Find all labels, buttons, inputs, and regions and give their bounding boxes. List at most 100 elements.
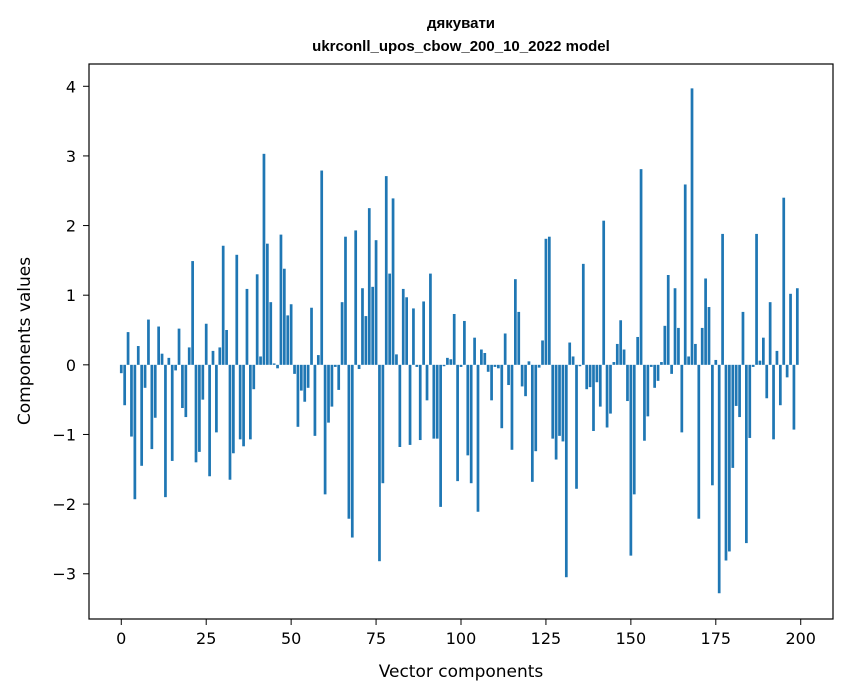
bar-34 <box>235 254 239 365</box>
plot-frame <box>88 63 834 620</box>
bar-83 <box>401 288 405 365</box>
bar-158 <box>656 364 660 381</box>
bar-6 <box>140 364 144 466</box>
bar-66 <box>344 236 347 365</box>
bar-86 <box>412 308 415 365</box>
bar-100 <box>459 364 463 367</box>
bar-3 <box>130 364 133 437</box>
y-tick-label: −2 <box>52 495 76 514</box>
bar-146 <box>615 343 619 365</box>
bar-143 <box>605 364 609 428</box>
bar-104 <box>473 337 476 365</box>
bar-13 <box>164 364 167 498</box>
bar-115 <box>510 364 514 450</box>
x-tick-label: 50 <box>281 629 301 648</box>
bar-166 <box>683 184 687 365</box>
bar-108 <box>486 364 490 372</box>
bar-168 <box>690 88 694 365</box>
bar-51 <box>293 364 296 374</box>
bar-15 <box>170 364 174 461</box>
y-tick-label: 4 <box>66 77 76 96</box>
bar-31 <box>225 330 228 365</box>
bar-120 <box>527 361 531 365</box>
bar-128 <box>554 364 558 460</box>
bar-125 <box>544 238 548 365</box>
bar-74 <box>371 286 375 365</box>
bar-182 <box>738 364 741 418</box>
bar-80 <box>391 198 395 365</box>
bar-157 <box>653 364 656 388</box>
bar-195 <box>782 197 786 365</box>
x-axis-label: Vector components <box>379 662 544 682</box>
bar-106 <box>480 349 483 365</box>
bar-99 <box>456 364 459 482</box>
bar-151 <box>632 364 636 495</box>
bar-126 <box>547 236 551 365</box>
bar-122 <box>534 364 538 452</box>
bar-137 <box>585 364 589 390</box>
bar-84 <box>405 297 408 365</box>
y-tick-label: 1 <box>66 286 76 305</box>
bar-97 <box>449 359 453 365</box>
bar-140 <box>595 364 599 383</box>
bar-44 <box>269 302 273 365</box>
bar-111 <box>497 364 500 369</box>
y-axis-label: Components values <box>15 257 35 425</box>
bar-121 <box>530 364 534 482</box>
bar-130 <box>561 364 565 442</box>
bar-172 <box>704 278 707 365</box>
x-tick-label: 125 <box>531 629 562 648</box>
y-tick-label: −1 <box>52 425 76 444</box>
bar-11 <box>157 326 160 365</box>
bar-133 <box>571 356 575 365</box>
bar-113 <box>503 333 507 365</box>
bar-169 <box>694 343 697 365</box>
bar-48 <box>282 268 286 365</box>
bar-57 <box>313 364 317 436</box>
bar-101 <box>463 320 466 365</box>
bar-81 <box>395 354 398 365</box>
bar-192 <box>772 364 775 440</box>
bar-161 <box>666 275 670 365</box>
bar-173 <box>707 307 711 365</box>
bar-60 <box>323 364 327 495</box>
bar-178 <box>724 364 728 561</box>
bar-42 <box>262 153 266 365</box>
bar-148 <box>622 349 626 365</box>
bar-159 <box>660 362 663 365</box>
bar-165 <box>680 364 684 433</box>
bar-98 <box>452 313 456 365</box>
bar-162 <box>670 364 673 374</box>
y-tick-label: 2 <box>66 217 76 236</box>
bar-93 <box>435 364 439 439</box>
bar-0 <box>119 364 123 374</box>
bar-118 <box>520 364 524 387</box>
bar-91 <box>429 273 432 365</box>
bar-144 <box>609 364 612 414</box>
bar-145 <box>612 362 616 365</box>
bar-155 <box>646 364 650 417</box>
bar-30 <box>221 245 225 365</box>
bar-112 <box>500 364 504 429</box>
bar-29 <box>218 347 222 365</box>
bar-82 <box>398 364 402 447</box>
bar-28 <box>215 364 218 433</box>
bar-32 <box>228 364 232 480</box>
bar-134 <box>575 364 578 489</box>
bar-194 <box>778 364 782 406</box>
bar-175 <box>714 359 718 365</box>
bar-16 <box>174 364 177 371</box>
bar-198 <box>792 364 796 430</box>
bar-36 <box>242 364 245 447</box>
bar-37 <box>245 288 249 365</box>
bar-92 <box>432 364 436 439</box>
bar-185 <box>748 364 752 438</box>
bar-41 <box>259 356 262 365</box>
bar-25 <box>204 323 208 365</box>
bar-76 <box>378 364 381 562</box>
bar-119 <box>524 364 527 397</box>
bar-156 <box>649 364 653 367</box>
bar-132 <box>568 342 572 365</box>
bar-107 <box>483 352 487 365</box>
bar-147 <box>619 320 623 365</box>
